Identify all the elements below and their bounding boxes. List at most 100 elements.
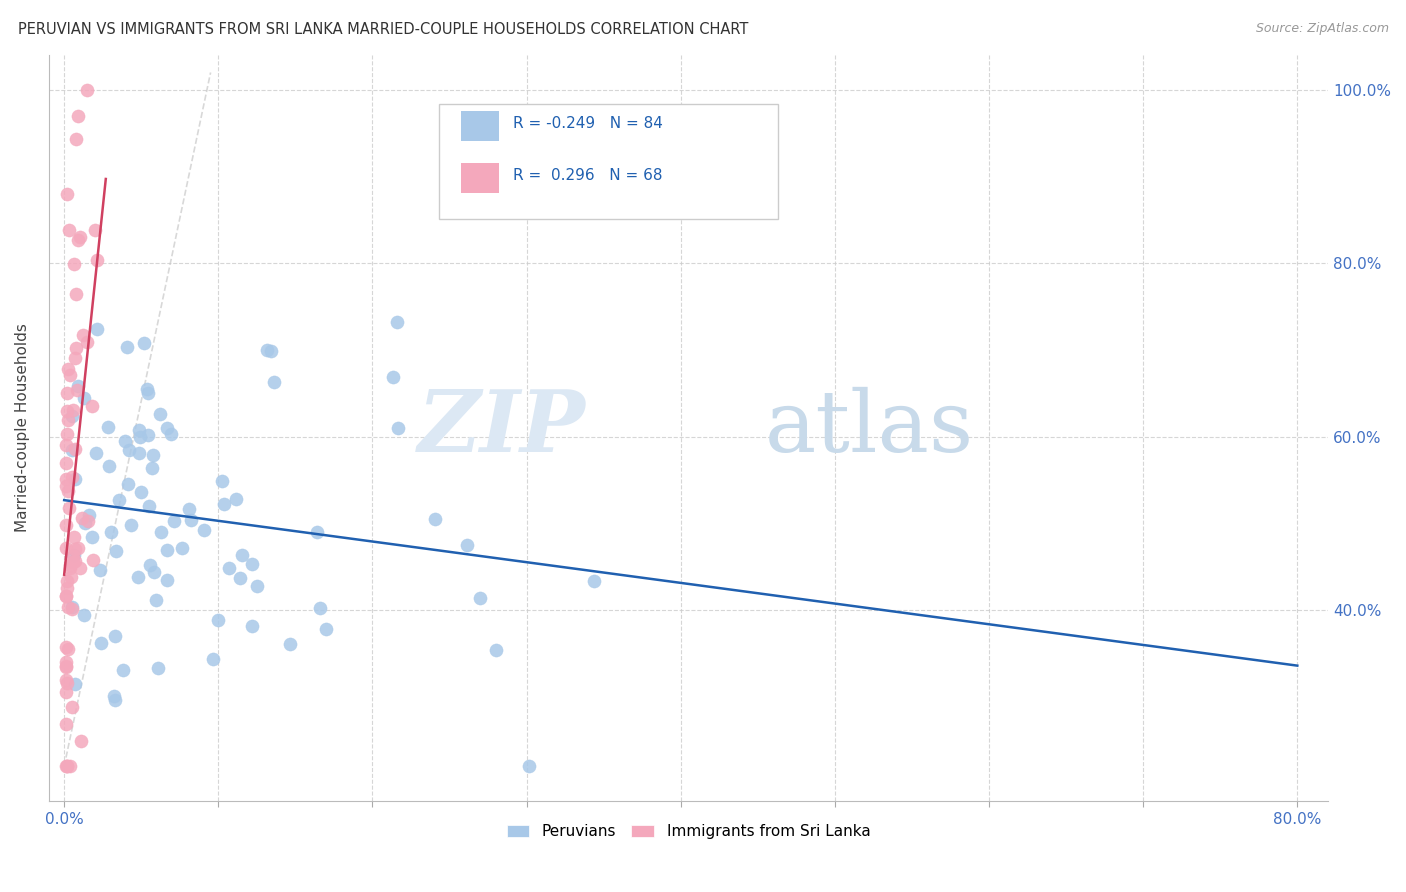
Point (80, 530, 103, 544)
Point (56, 404, 79, 418)
Point (55, 574, 77, 588)
Text: ZIP: ZIP (418, 386, 586, 470)
Point (240, 557, 263, 571)
Point (256, 343, 278, 357)
Point (177, 501, 200, 516)
Point (96, 420, 118, 434)
Point (62, 549, 84, 564)
Point (55, 673, 77, 687)
Point (86, 252, 108, 267)
Point (55, 655, 77, 669)
Point (55, 479, 77, 493)
Point (55, 186, 77, 201)
Point (65, 131, 87, 145)
Point (60, 409, 83, 423)
Point (143, 565, 166, 579)
Text: R =  0.296   N = 68: R = 0.296 N = 68 (513, 169, 662, 184)
Point (72, 327, 94, 342)
Point (65, 341, 87, 355)
Point (218, 560, 240, 574)
Point (308, 601, 330, 615)
Point (201, 652, 224, 666)
Point (180, 513, 202, 527)
Point (58, 362, 80, 376)
Point (55, 640, 77, 655)
Point (89, 563, 111, 577)
Point (58, 600, 80, 615)
Point (135, 382, 157, 396)
Point (104, 629, 127, 643)
Point (55, 660, 77, 674)
Point (225, 491, 247, 506)
Point (73, 608, 96, 623)
Point (212, 497, 235, 511)
Point (55, 717, 77, 731)
Point (260, 344, 283, 359)
Point (229, 571, 252, 585)
Point (517, 759, 540, 773)
Point (149, 407, 172, 421)
Point (129, 485, 152, 500)
Point (160, 426, 183, 441)
Point (56, 759, 79, 773)
Point (55, 518, 77, 533)
Point (55, 457, 77, 471)
Point (117, 476, 139, 491)
Point (111, 663, 134, 677)
Point (120, 518, 142, 533)
Point (129, 430, 152, 444)
Point (138, 499, 160, 513)
Point (55, 659, 77, 673)
Point (146, 661, 169, 675)
Point (118, 443, 141, 458)
Point (62, 257, 84, 271)
Text: atlas: atlas (765, 386, 974, 469)
Point (86, 322, 108, 336)
Point (63, 553, 86, 567)
Point (66, 379, 89, 393)
Point (65, 287, 87, 301)
Point (485, 643, 508, 657)
Point (103, 689, 125, 703)
Point (55, 589, 77, 603)
FancyBboxPatch shape (461, 163, 499, 193)
Point (456, 538, 478, 552)
Point (55, 472, 77, 486)
Point (73, 516, 96, 531)
Point (136, 428, 159, 442)
Point (60, 602, 83, 616)
Point (77, 508, 100, 522)
Point (136, 386, 159, 401)
Point (80, 399, 103, 413)
Point (55, 675, 77, 690)
Point (58, 223, 80, 237)
Point (134, 336, 156, 351)
Point (141, 461, 163, 475)
Point (60, 470, 83, 484)
Point (56, 386, 79, 401)
Point (58, 501, 80, 516)
Point (66, 233, 89, 247)
Point (263, 375, 285, 389)
Point (315, 623, 337, 637)
Point (63, 472, 86, 486)
Point (62, 555, 84, 569)
Point (163, 514, 186, 528)
Point (117, 341, 139, 355)
Point (73, 391, 96, 405)
Point (231, 548, 253, 562)
Point (66, 541, 89, 555)
Point (128, 445, 150, 459)
Point (84, 223, 107, 237)
Point (67, 109, 90, 123)
Legend: Peruvians, Immigrants from Sri Lanka: Peruvians, Immigrants from Sri Lanka (501, 818, 876, 846)
Point (55, 541, 77, 555)
Text: PERUVIAN VS IMMIGRANTS FROM SRI LANKA MARRIED-COUPLE HOUSEHOLDS CORRELATION CHAR: PERUVIAN VS IMMIGRANTS FROM SRI LANKA MA… (18, 22, 748, 37)
Point (59, 570, 82, 584)
Text: R = -0.249   N = 84: R = -0.249 N = 84 (513, 116, 664, 131)
Point (55, 685, 77, 699)
Point (100, 524, 122, 539)
Point (156, 420, 179, 434)
Point (172, 541, 194, 555)
Point (240, 619, 263, 633)
